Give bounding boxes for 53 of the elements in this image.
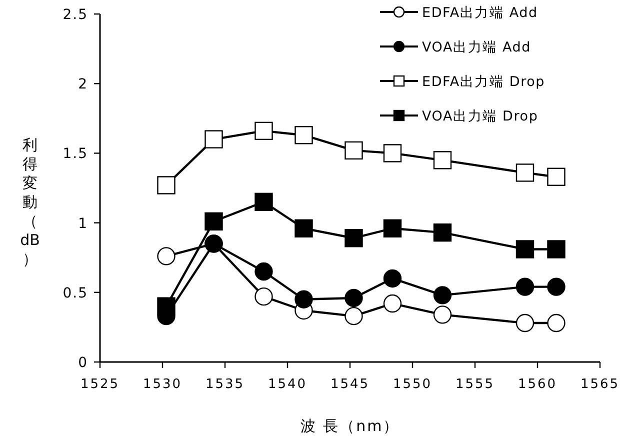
point	[383, 269, 402, 288]
x-tick-label: 1535	[205, 377, 245, 392]
point	[516, 164, 534, 182]
y-axis-title: 利得変動（dB）	[20, 136, 40, 268]
point	[516, 278, 534, 296]
legend-label: EDFA出力端 Add	[422, 5, 538, 21]
point	[157, 297, 176, 316]
point	[547, 278, 566, 296]
point	[383, 219, 402, 238]
x-axis-title: 波 長（nm）	[300, 417, 400, 435]
point	[547, 314, 566, 332]
point	[254, 192, 273, 212]
point	[344, 141, 363, 160]
y-tick-label: 0.5	[62, 285, 88, 302]
point	[157, 176, 176, 194]
x-tick-label: 1530	[142, 377, 182, 392]
x-tick-label: 1525	[80, 377, 120, 392]
y-tick-label: 0	[78, 355, 88, 371]
point	[204, 130, 223, 148]
point	[383, 144, 402, 162]
legend-label: VOA出力端 Drop	[422, 108, 538, 124]
y-tick-label: 1	[78, 216, 88, 232]
point	[516, 314, 534, 332]
point	[433, 223, 452, 242]
point	[383, 294, 402, 313]
legend-label: VOA出力端 Add	[422, 40, 532, 56]
point	[294, 126, 313, 144]
point	[254, 262, 273, 281]
x-tick-label: 1545	[330, 377, 370, 392]
point	[157, 247, 176, 266]
x-tick-label: 1565	[580, 377, 620, 392]
point	[254, 122, 273, 140]
point	[516, 240, 534, 258]
legend-label: EDFA出力端 Drop	[422, 74, 546, 90]
x-tick-label: 1540	[268, 377, 308, 392]
y-tick-label: 2.5	[62, 7, 88, 23]
point	[433, 306, 452, 324]
x-tick-label: 1560	[518, 377, 558, 392]
point	[294, 290, 313, 308]
x-tick-label: 1550	[392, 377, 432, 392]
point	[433, 286, 452, 304]
point	[433, 151, 452, 170]
y-tick-label: 1.5	[62, 146, 88, 162]
x-tick-label: 1555	[455, 377, 495, 392]
point	[547, 240, 566, 258]
point	[344, 229, 363, 248]
point	[294, 219, 313, 238]
point	[547, 168, 566, 186]
point	[254, 287, 273, 306]
point	[344, 288, 363, 308]
point	[344, 306, 363, 326]
point	[204, 212, 223, 231]
y-tick-label: 2	[78, 76, 88, 93]
